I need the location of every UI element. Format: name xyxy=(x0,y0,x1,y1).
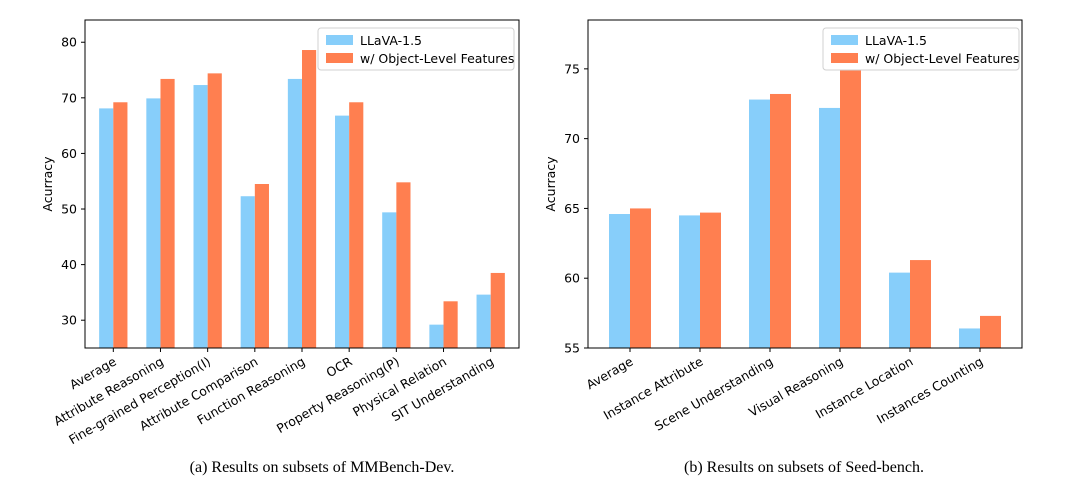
chart-a-ytick-label: 30 xyxy=(61,313,77,328)
chart-a-bar-llava-2 xyxy=(193,85,208,348)
chart-a-bar-llava-8 xyxy=(476,294,491,348)
chart-a-bar-llava-6 xyxy=(382,212,397,348)
chart-a-bar-objfeat-0 xyxy=(113,102,128,348)
chart-a-legend-label-0: LLaVA-1.5 xyxy=(360,33,422,48)
chart-b-ytick-label: 55 xyxy=(564,341,580,356)
chart-b-bar-llava-0 xyxy=(609,214,630,348)
chart-b-legend-label-0: LLaVA-1.5 xyxy=(865,33,927,48)
chart-a-legend-box xyxy=(317,27,515,71)
chart-b-bar-llava-3 xyxy=(819,107,840,349)
chart-b-ytick-label: 60 xyxy=(564,271,580,286)
chart-a-bar-llava-4 xyxy=(287,78,302,349)
chart-a-bar-objfeat-3 xyxy=(254,184,269,348)
chart-a-bar-objfeat-5 xyxy=(349,102,364,348)
chart-b-legend-label-1: w/ Object-Level Features xyxy=(865,51,1019,66)
chart-a-ytick-label: 40 xyxy=(61,257,77,272)
chart-a-bar-llava-1 xyxy=(146,98,161,348)
chart-a-bar-objfeat-6 xyxy=(396,182,411,348)
chart-a-xtick-label: OCR xyxy=(324,353,355,380)
chart-b-xtick-label: Average xyxy=(584,353,636,392)
chart-b-bar-llava-5 xyxy=(959,328,980,348)
chart-b-bar-objfeat-4 xyxy=(910,260,931,348)
chart-b-ytick-label: 70 xyxy=(564,131,580,146)
chart-b-xtick-label: Scene Understanding xyxy=(652,354,776,434)
chart-b-bar-objfeat-3 xyxy=(840,70,861,348)
chart-b-bar-llava-4 xyxy=(889,272,910,348)
chart-b-ytick-label: 75 xyxy=(564,61,580,76)
chart-a-bar-objfeat-7 xyxy=(443,301,458,348)
chart-b-ylabel: Acurracy xyxy=(543,156,558,212)
chart-b-bar-objfeat-0 xyxy=(630,208,651,348)
chart-b-legend-swatch-0 xyxy=(831,35,858,45)
chart-a-legend: LLaVA-1.5 w/ Object-Level Features xyxy=(317,27,515,71)
chart-b-bar-objfeat-5 xyxy=(980,315,1001,348)
chart-a-legend-swatch-1 xyxy=(326,53,353,63)
chart-a-ytick-label: 60 xyxy=(61,146,77,161)
chart-a-ylabel: Acurracy xyxy=(40,156,55,212)
chart-b-ytick-label: 65 xyxy=(564,201,580,216)
chart-a-ytick-label: 50 xyxy=(61,202,77,217)
chart-a-bar-llava-7 xyxy=(429,324,444,348)
caption-a: (a) Results on subsets of MMBench-Dev. xyxy=(190,459,455,476)
chart-a-bar-llava-0 xyxy=(99,108,114,348)
chart-a-bar-llava-5 xyxy=(335,115,350,349)
chart-b-axes-frame xyxy=(587,19,1023,349)
chart-b-bar-objfeat-2 xyxy=(770,93,791,348)
chart-b-legend-swatch-1 xyxy=(831,53,858,63)
chart-b-bar-objfeat-1 xyxy=(700,212,721,348)
chart-a-bar-objfeat-8 xyxy=(490,272,505,348)
chart-a-bar-objfeat-1 xyxy=(160,78,175,349)
chart-a-legend-swatch-0 xyxy=(326,35,353,45)
chart-a-bar-objfeat-4 xyxy=(302,50,317,349)
chart-a-bar-llava-3 xyxy=(240,196,255,348)
chart-b-bar-llava-2 xyxy=(749,99,770,348)
chart-a-ytick-label: 70 xyxy=(61,90,77,105)
chart-a-bar-objfeat-2 xyxy=(207,73,222,349)
chart-b-legend-box xyxy=(822,27,1020,71)
chart-a-legend-label-1: w/ Object-Level Features xyxy=(360,51,514,66)
caption-b: (b) Results on subsets of Seed-bench. xyxy=(684,459,924,476)
chart-b-legend: LLaVA-1.5 w/ Object-Level Features xyxy=(822,27,1020,71)
chart-b-bar-llava-1 xyxy=(679,215,700,348)
chart-a-ytick-label: 80 xyxy=(61,35,77,50)
